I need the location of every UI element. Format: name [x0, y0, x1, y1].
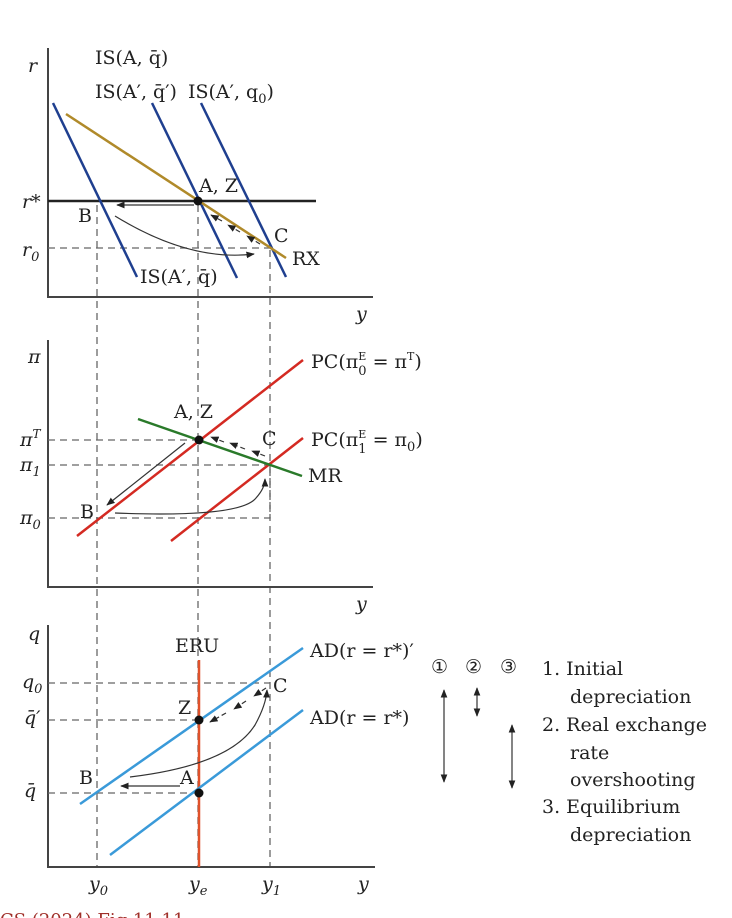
q0-label: q0: [22, 671, 42, 697]
is-a1-qbar1-label: IS(A′, q̄′): [95, 81, 177, 103]
eru-label: ERU: [175, 635, 219, 657]
rx-curve: [65, 112, 287, 260]
c-label: C: [274, 225, 289, 247]
qbar1-label: q̄′: [24, 707, 41, 729]
qbar-label: q̄: [24, 780, 36, 802]
is-a-qbar-curve: [150, 102, 239, 279]
marker-3: ③: [500, 656, 517, 678]
bottom-panel: q q0 q̄′ q̄ ERU AD(r = r*)′ AD(r = r*) C…: [22, 623, 414, 899]
mr-curve: [137, 417, 303, 478]
arrow-c-to-a-2: [227, 224, 241, 233]
legend-line: depreciation: [570, 824, 691, 846]
b-label: B: [80, 501, 94, 523]
point-az: [193, 196, 203, 206]
pc-top-curve: [76, 359, 304, 537]
q-axis-label: q: [28, 623, 40, 645]
is-a1-qbar-label: IS(A′, q̄): [140, 266, 218, 288]
legend-line: rate: [570, 742, 609, 764]
is-a1-qbar-curve: [51, 102, 139, 278]
arrow-c-to-z-3: [209, 712, 227, 723]
arrow-c-to-a-3: [210, 436, 225, 443]
is-a-qbar-label: IS(A, q̄): [95, 47, 168, 69]
marker-2: ②: [465, 656, 482, 678]
arrow-c-to-a-2: [229, 442, 246, 450]
point-az: [194, 435, 204, 445]
a-label: A: [179, 767, 194, 789]
arrow-c-to-z-1: [253, 687, 267, 697]
ad-shifted-curve: [79, 646, 304, 806]
ad-curve: [109, 709, 304, 856]
b-label: B: [79, 767, 93, 789]
top-x-axis-label: y: [355, 303, 367, 325]
arrow-c-to-z-2: [233, 700, 247, 710]
arrow-c-to-a-3: [210, 214, 223, 222]
r0-label: r0: [22, 239, 39, 265]
b-label: B: [78, 205, 92, 227]
bottom-x-axis-label: y: [357, 873, 369, 895]
marker-1: ①: [431, 656, 448, 678]
arrow-b-to-c: [114, 215, 255, 259]
pc-bottom-curve: [170, 437, 304, 542]
point-z: [194, 715, 204, 725]
pi0-label: π0: [19, 507, 41, 533]
middle-axes: [47, 340, 373, 588]
point-a: [194, 788, 204, 798]
arrow-b-to-c: [129, 689, 270, 778]
is-a1-q0-label: IS(A′, q0): [188, 81, 274, 107]
legend-line: 1. Initial: [542, 658, 623, 680]
z-label: Z: [178, 697, 191, 719]
y1-tick-label: y1: [261, 873, 281, 899]
middle-panel: π πT π1 π0 y PC(πE 0 = πT) PC(πE 1 = π0) M…: [19, 340, 423, 615]
arrow-b-to-c: [114, 478, 269, 515]
pi0-guide: [48, 465, 271, 519]
legend: ① ② ③ 1. Initial depreciation 2. Real ex…: [431, 656, 707, 846]
arrow-c-to-a-1: [246, 235, 261, 245]
middle-x-axis-label: y: [355, 593, 367, 615]
pi-t-label: πT: [19, 427, 42, 451]
top-panel: r r* r0 y IS(A, q̄) IS(A′, q̄′) IS(A′, q…: [22, 47, 373, 325]
r-star-label: r*: [22, 191, 41, 213]
top-axes: [47, 48, 373, 298]
ad-shifted-label: AD(r = r*)′: [309, 640, 414, 662]
az-label: A, Z: [173, 401, 213, 423]
figure-caption: CS (2024) Fig 11.11: [0, 910, 184, 918]
rx-label: RX: [292, 248, 320, 270]
legend-line: depreciation: [570, 686, 691, 708]
pi-axis-label: π: [27, 346, 41, 368]
mr-label: MR: [308, 465, 342, 487]
legend-line: overshooting: [570, 769, 695, 791]
pi1-label: π1: [19, 454, 41, 480]
ad-label: AD(r = r*): [309, 707, 409, 729]
r-axis-label: r: [28, 55, 39, 77]
y0-tick-label: y0: [88, 873, 108, 899]
legend-line: 3. Equilibrium: [542, 796, 680, 818]
az-label: A, Z: [198, 175, 238, 197]
arrow-a-to-b: [106, 442, 186, 506]
c-label: C: [273, 675, 288, 697]
pc-bottom-label: PC(πE 1 = π0): [311, 428, 423, 457]
bottom-axes: [47, 625, 375, 868]
c-label: C: [262, 428, 277, 450]
legend-line: 2. Real exchange: [542, 714, 707, 736]
ye-tick-label: ye: [188, 873, 208, 899]
pc-top-label: PC(πE 0 = πT): [311, 350, 422, 379]
arrow-c-to-a-1: [251, 450, 266, 457]
